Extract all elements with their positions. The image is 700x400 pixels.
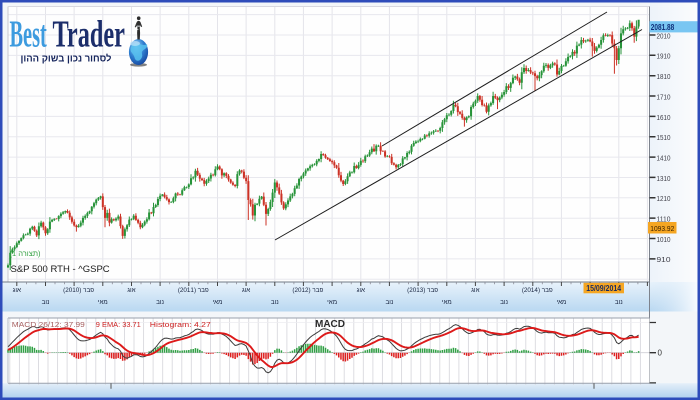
svg-text:1410: 1410 [657, 156, 671, 163]
svg-text:נוב: נוב [385, 299, 393, 306]
svg-text:1110: 1110 [657, 217, 671, 224]
svg-text:פבר (2014): פבר (2014) [522, 287, 553, 294]
svg-text:1510: 1510 [657, 135, 671, 142]
svg-text:פבר (2013): פבר (2013) [407, 287, 438, 294]
svg-text:1310: 1310 [657, 176, 671, 183]
svg-text:Best: Best [10, 13, 48, 55]
svg-text:אוג: אוג [357, 287, 365, 294]
svg-text:MACD 26/12: 37.999 EMA: 33.71H: MACD 26/12: 37.99 9 EMA: 33.71 Histogram: … [12, 322, 211, 329]
svg-text:1093.92: 1093.92 [650, 224, 674, 233]
svg-text:אוג: אוג [471, 287, 479, 294]
svg-text:Trader: Trader [53, 13, 125, 55]
svg-text:נוב: נוב [271, 299, 279, 306]
svg-text:נוב: נוב [615, 299, 623, 306]
svg-text:0: 0 [658, 349, 663, 358]
svg-text:נוב: נוב [42, 299, 50, 306]
svg-text:1610: 1610 [657, 115, 671, 122]
svg-text:נוב: נוב [500, 299, 508, 306]
svg-text:פבר (2011): פבר (2011) [178, 287, 209, 294]
svg-text:S&P 500 RTH - ^GSPC: S&P 500 RTH - ^GSPC [11, 264, 110, 275]
svg-text:MACD: MACD [315, 319, 345, 330]
svg-text:1910: 1910 [657, 54, 671, 61]
svg-text:2010: 2010 [657, 33, 671, 40]
svg-text:מאי: מאי [213, 299, 223, 306]
svg-text:נוב: נוב [156, 299, 164, 306]
svg-text:1710: 1710 [657, 95, 671, 102]
svg-text:מאי: מאי [442, 299, 452, 306]
svg-text:910: 910 [657, 257, 671, 264]
svg-text:1210: 1210 [657, 196, 671, 203]
svg-text:15/09/2014: 15/09/2014 [586, 284, 622, 293]
svg-text:1010: 1010 [657, 237, 671, 244]
svg-text:אוג: אוג [242, 287, 250, 294]
svg-text:פבר (2010): פבר (2010) [63, 287, 94, 294]
svg-text:(תצורה 1): (תצורה 1) [10, 249, 42, 258]
svg-text:מאי: מאי [327, 299, 337, 306]
svg-text:אוג: אוג [127, 287, 135, 294]
svg-text:פבר (2012): פבר (2012) [292, 287, 323, 294]
svg-text:מאי: מאי [98, 299, 108, 306]
svg-text:לסחור נכון בשוק ההון: לסחור נכון בשוק ההון [21, 53, 112, 64]
svg-text:אוג: אוג [13, 287, 21, 294]
svg-text:1810: 1810 [657, 74, 671, 81]
svg-text:2081.88: 2081.88 [651, 22, 675, 32]
svg-text:מאי: מאי [556, 299, 566, 306]
